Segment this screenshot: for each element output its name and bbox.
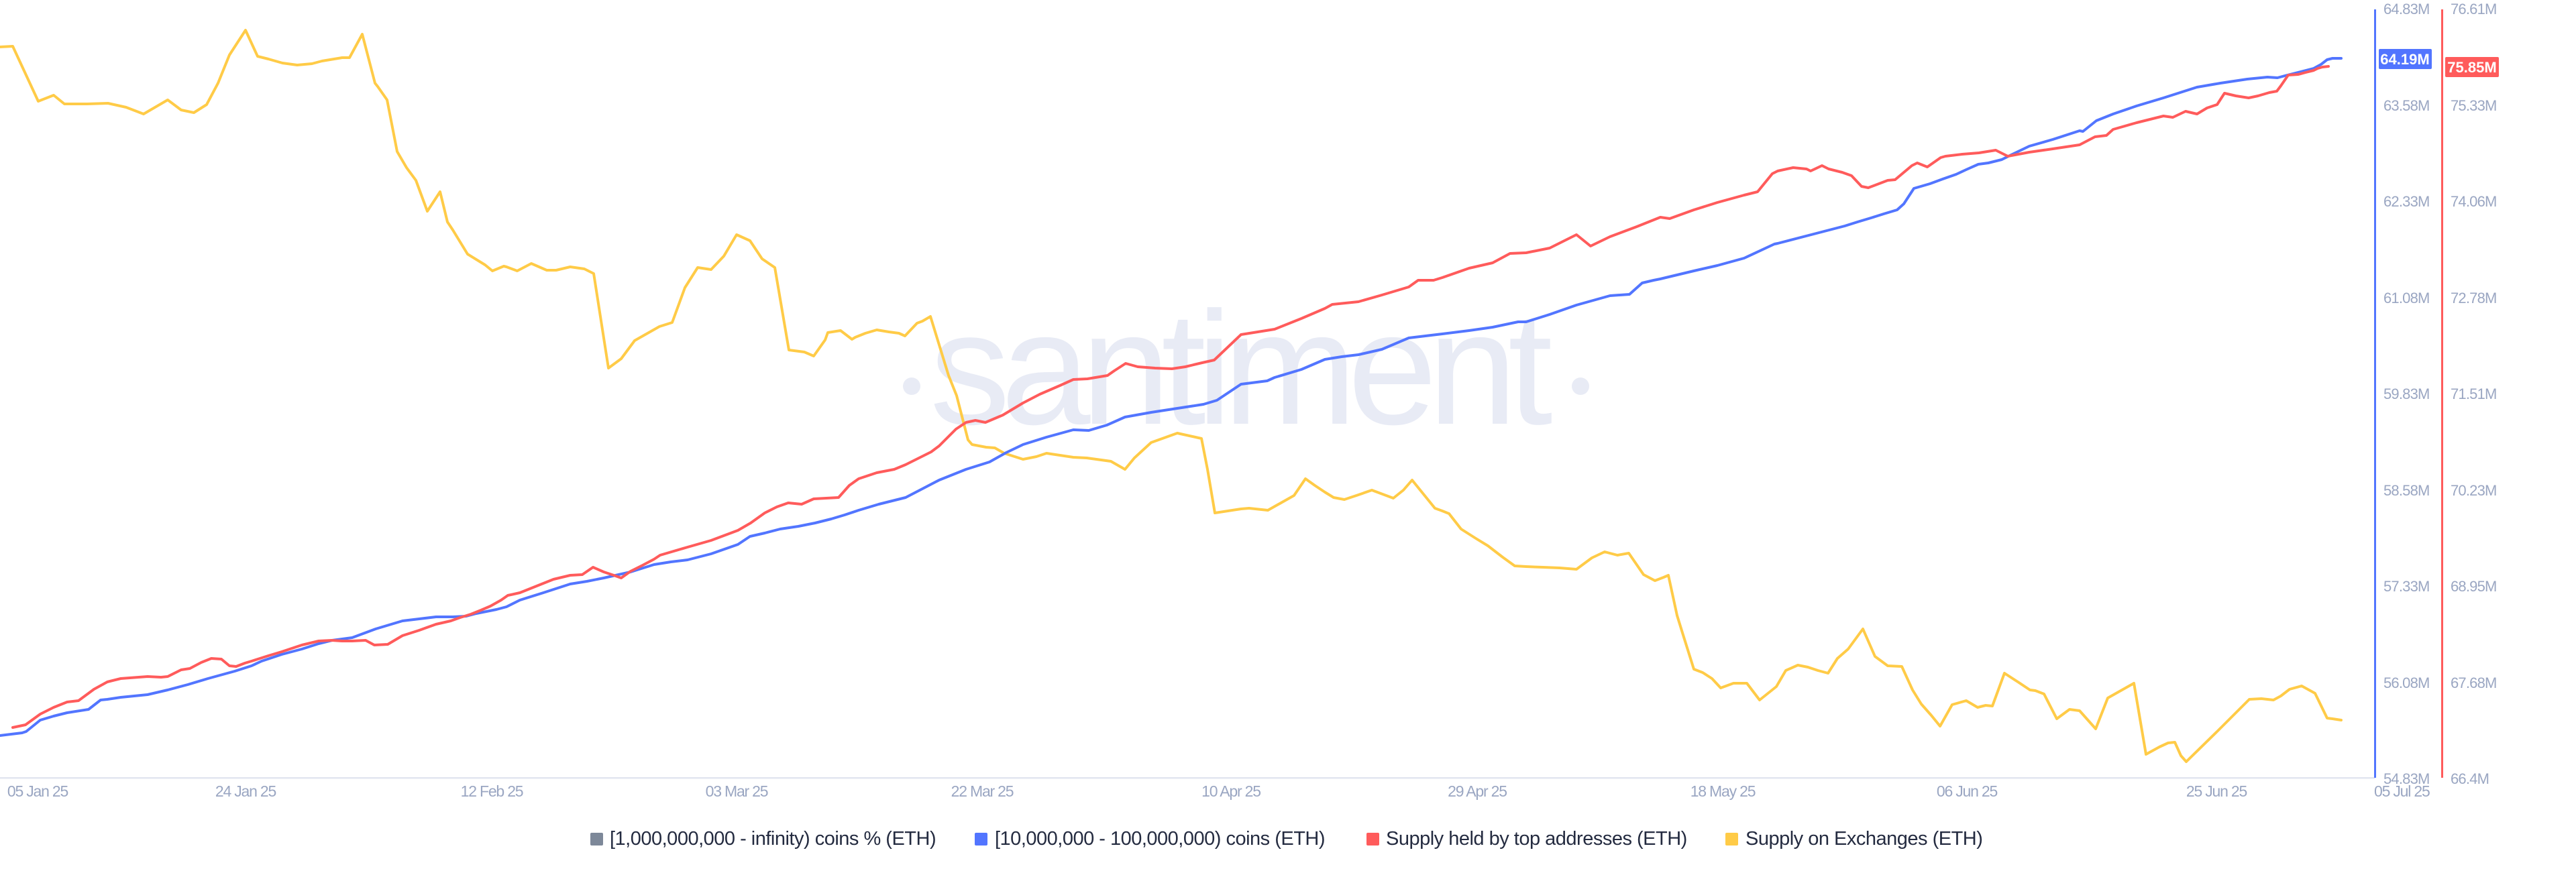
svg-text:56.08M: 56.08M	[2383, 675, 2430, 691]
svg-text:santiment: santiment	[930, 278, 1552, 458]
svg-text:18 May 25: 18 May 25	[1690, 782, 1756, 800]
svg-text:61.08M: 61.08M	[2383, 290, 2430, 306]
svg-text:58.58M: 58.58M	[2383, 482, 2430, 499]
svg-text:75.85M: 75.85M	[2447, 59, 2496, 76]
svg-text:Supply held by top addresses (: Supply held by top addresses (ETH)	[1386, 828, 1687, 850]
svg-text:24 Jan 25: 24 Jan 25	[215, 782, 276, 800]
svg-text:59.83M: 59.83M	[2383, 386, 2430, 402]
svg-text:25 Jun 25: 25 Jun 25	[2186, 782, 2247, 800]
svg-text:75.33M: 75.33M	[2451, 97, 2497, 114]
svg-text:05 Jul 25: 05 Jul 25	[2374, 782, 2430, 800]
svg-text:06 Jun 25: 06 Jun 25	[1937, 782, 1998, 800]
svg-text:03 Mar 25: 03 Mar 25	[706, 782, 768, 800]
svg-text:54.83M: 54.83M	[2383, 770, 2430, 787]
svg-text:70.23M: 70.23M	[2451, 482, 2497, 499]
svg-text:76.61M: 76.61M	[2451, 1, 2497, 17]
svg-text:74.06M: 74.06M	[2451, 193, 2497, 210]
svg-text:57.33M: 57.33M	[2383, 578, 2430, 595]
svg-text:05 Jan 25: 05 Jan 25	[7, 782, 68, 800]
svg-text:10 Apr 25: 10 Apr 25	[1201, 782, 1260, 800]
svg-text:72.78M: 72.78M	[2451, 290, 2497, 306]
svg-text:29 Apr 25: 29 Apr 25	[1448, 782, 1507, 800]
svg-text:71.51M: 71.51M	[2451, 386, 2497, 402]
svg-text:[10,000,000 - 100,000,000) coi: [10,000,000 - 100,000,000) coins (ETH)	[995, 828, 1325, 850]
svg-text:63.58M: 63.58M	[2383, 97, 2430, 114]
svg-text:Supply on Exchanges (ETH): Supply on Exchanges (ETH)	[1746, 828, 1982, 850]
svg-text:62.33M: 62.33M	[2383, 193, 2430, 210]
svg-text:68.95M: 68.95M	[2451, 578, 2497, 595]
svg-text:67.68M: 67.68M	[2451, 675, 2497, 691]
svg-text:66.4M: 66.4M	[2451, 770, 2489, 787]
svg-text:[1,000,000,000 - infinity) coi: [1,000,000,000 - infinity) coins % (ETH)	[610, 828, 936, 850]
svg-text:64.83M: 64.83M	[2383, 1, 2430, 17]
svg-text:64.19M: 64.19M	[2380, 51, 2429, 68]
svg-text:22 Mar 25: 22 Mar 25	[951, 782, 1014, 800]
svg-text:12 Feb 25: 12 Feb 25	[461, 782, 523, 800]
